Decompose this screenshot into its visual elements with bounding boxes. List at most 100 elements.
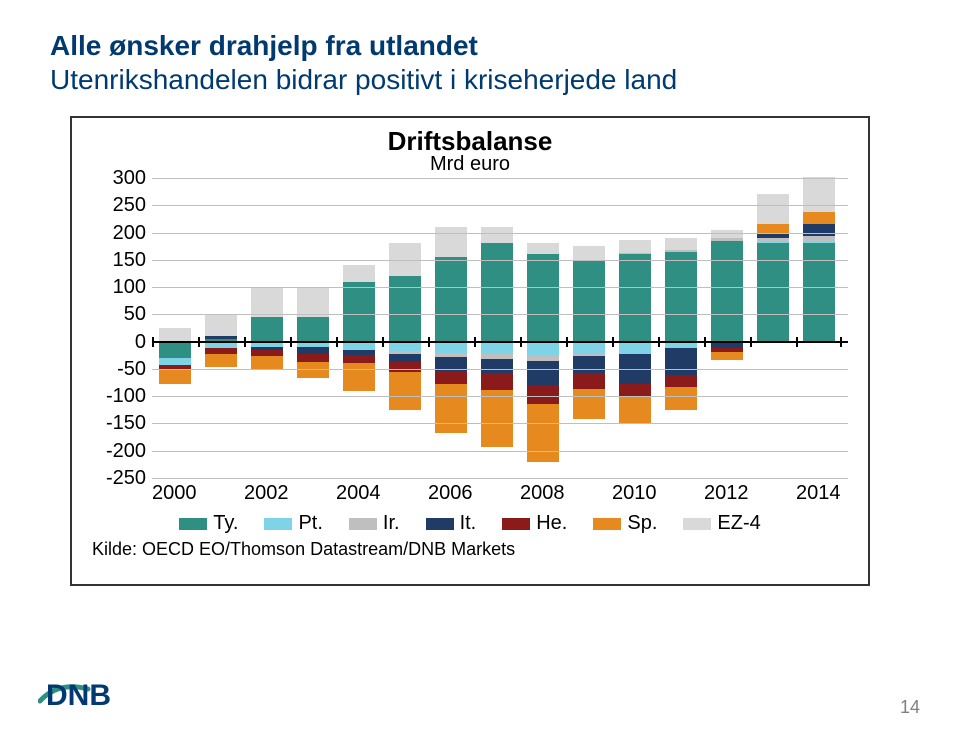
logo-text: DNB: [46, 679, 111, 711]
title-line-1: Alle ønsker drahjelp fra utlandet: [50, 30, 910, 62]
bar-segment-Ty: [481, 243, 513, 341]
bar-column: [527, 178, 559, 478]
legend-label: It.: [460, 512, 477, 535]
bar-segment-EZ4: [297, 287, 329, 317]
zero-line: [152, 341, 848, 343]
bar-segment-Sp: [205, 354, 237, 368]
x-tick: [840, 337, 842, 347]
bar-column: [205, 178, 237, 478]
grid-line: [152, 369, 848, 370]
x-tick-label: 2006: [428, 482, 473, 505]
legend-item-Sp: Sp.: [593, 512, 657, 535]
x-tick-label: 2010: [612, 482, 657, 505]
bar-segment-He: [389, 362, 421, 372]
bar-column: [297, 178, 329, 478]
bar-column: [665, 178, 697, 478]
bar-segment-EZ4: [711, 230, 743, 238]
bar-segment-It: [665, 348, 697, 375]
bar-segment-Pt: [803, 242, 835, 244]
x-tick: [382, 337, 384, 347]
bar-segment-Ty: [619, 254, 651, 341]
grid-line: [152, 287, 848, 288]
x-tick: [612, 337, 614, 347]
bar-segment-Sp: [803, 212, 835, 224]
grid-line: [152, 396, 848, 397]
bar-segment-Pt: [619, 342, 651, 354]
legend-label: EZ-4: [717, 512, 760, 535]
bar-segment-EZ4: [665, 238, 697, 250]
x-tick: [658, 337, 660, 347]
bar-segment-Sp: [481, 390, 513, 447]
bar-segment-He: [297, 354, 329, 362]
bar-column: [435, 178, 467, 478]
bar-segment-Ty: [251, 317, 283, 342]
x-tick-label: 2012: [704, 482, 749, 505]
bar-segment-He: [251, 350, 283, 357]
bar-segment-It: [527, 361, 559, 386]
legend-item-It: It.: [426, 512, 477, 535]
bar-segment-Sp: [159, 370, 191, 384]
bar-column: [803, 178, 835, 478]
bar-segment-EZ4: [251, 287, 283, 317]
plot-row: 300250200150100500-50-100-150-200-250: [92, 178, 848, 478]
bar-segment-Ty: [159, 342, 191, 358]
legend-swatch: [593, 518, 621, 530]
bar-segment-EZ4: [757, 194, 789, 224]
slide: Alle ønsker drahjelp fra utlandet Utenri…: [0, 0, 960, 746]
x-tick: [750, 337, 752, 347]
bar-segment-He: [481, 373, 513, 390]
x-tick: [704, 337, 706, 347]
y-axis-labels: 300250200150100500-50-100-150-200-250: [92, 178, 152, 478]
x-axis-labels: 2000 2002 2004 2006 2008 2010 2012 2014: [152, 482, 842, 506]
bar-segment-Sp: [343, 363, 375, 390]
bar-column: [757, 178, 789, 478]
bar-segment-Sp: [757, 224, 789, 232]
bar-segment-He: [343, 355, 375, 363]
grid-line: [152, 205, 848, 206]
chart-title: Driftsbalanse: [92, 128, 848, 154]
bar-segment-Sp: [435, 384, 467, 433]
page-number: 14: [900, 697, 920, 718]
bar-segment-EZ4: [343, 265, 375, 281]
grid-line: [152, 260, 848, 261]
bar-segment-Sp: [573, 389, 605, 419]
x-tick-label: 2008: [520, 482, 565, 505]
bar-segment-Ty: [803, 243, 835, 341]
bar-segment-He: [665, 375, 697, 387]
x-tick-label: 2000: [152, 482, 197, 505]
bar-segment-Pt: [481, 342, 513, 354]
bar-segment-It: [803, 224, 835, 236]
plot-area: [152, 178, 848, 478]
x-tick-label: 2002: [244, 482, 289, 505]
x-tick-label: 2014: [796, 482, 841, 505]
legend: Ty.Pt.Ir.It.He.Sp.EZ-4: [92, 512, 848, 535]
chart-subtitle: Mrd euro: [92, 154, 848, 174]
bar-column: [159, 178, 191, 478]
bar-segment-Ir: [665, 250, 697, 252]
bar-segment-It: [573, 356, 605, 372]
bar-column: [251, 178, 283, 478]
bar-segment-Pt: [343, 342, 375, 350]
grid-line: [152, 233, 848, 234]
chart-container: Driftsbalanse Mrd euro 30025020015010050…: [70, 116, 870, 586]
bar-segment-It: [481, 359, 513, 373]
bar-segment-Pt: [389, 342, 421, 352]
legend-swatch: [349, 518, 377, 530]
grid-line: [152, 423, 848, 424]
bar-segment-It: [389, 354, 421, 362]
legend-item-Ir: Ir.: [349, 512, 400, 535]
bar-segment-Ty: [573, 260, 605, 342]
source-text: Kilde: OECD EO/Thomson Datastream/DNB Ma…: [92, 539, 848, 560]
bar-segment-Ty: [757, 243, 789, 341]
bar-segment-EZ4: [205, 314, 237, 336]
bar-segment-Sp: [297, 362, 329, 378]
x-tick: [244, 337, 246, 347]
legend-label: Ty.: [213, 512, 238, 535]
x-tick: [198, 337, 200, 347]
bar-segment-EZ4: [619, 240, 651, 254]
grid-line: [152, 451, 848, 452]
x-tick: [796, 337, 798, 347]
x-tick-label: 2004: [336, 482, 381, 505]
bar-segment-Ir: [619, 253, 651, 254]
bar-segment-EZ4: [527, 243, 559, 254]
